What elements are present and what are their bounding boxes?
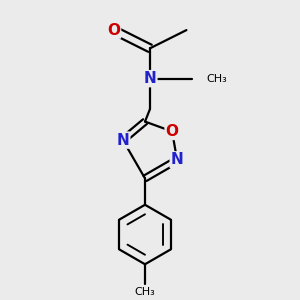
Text: N: N bbox=[144, 71, 156, 86]
Text: N: N bbox=[171, 152, 184, 167]
Text: O: O bbox=[107, 22, 120, 38]
Text: O: O bbox=[166, 124, 178, 139]
Text: CH₃: CH₃ bbox=[135, 287, 155, 297]
Text: CH₃: CH₃ bbox=[206, 74, 227, 84]
Text: N: N bbox=[116, 133, 129, 148]
